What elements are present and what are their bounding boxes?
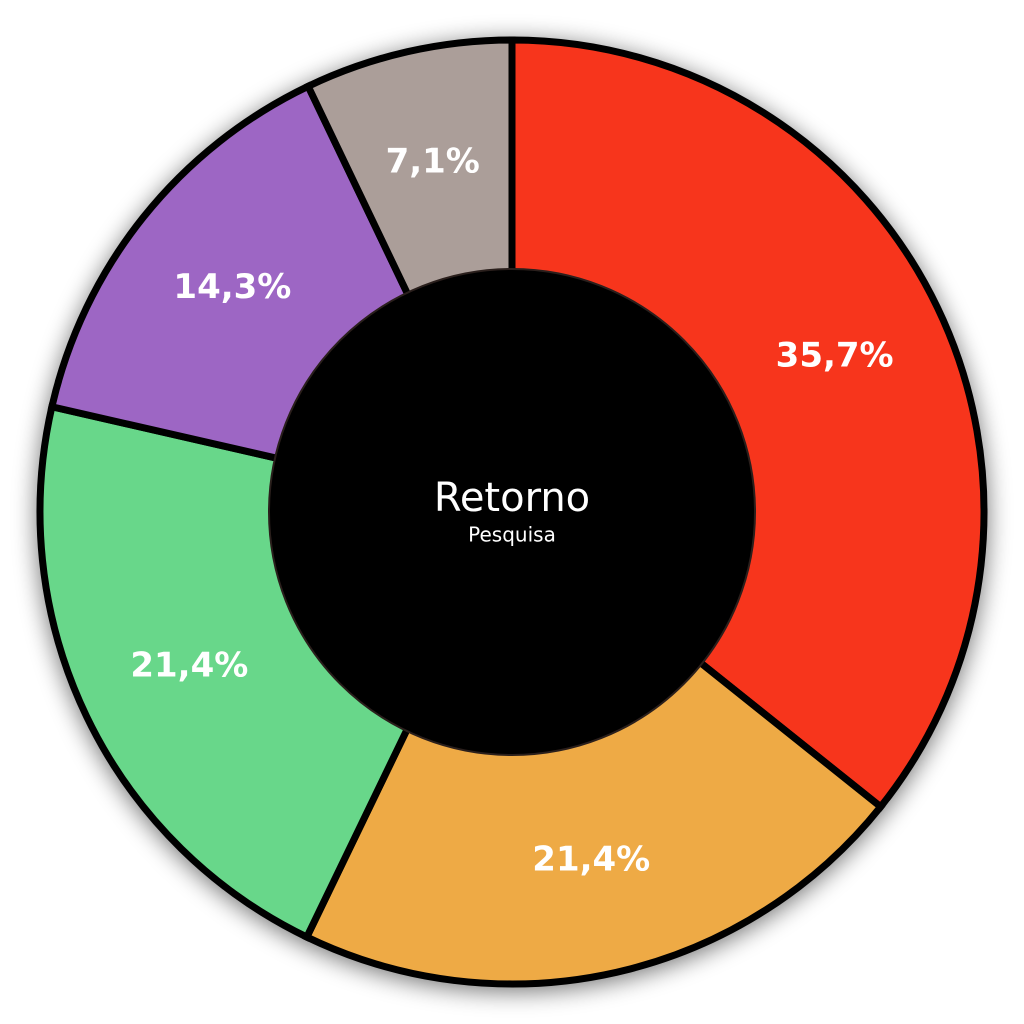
donut-hole: [268, 268, 756, 756]
slice-label: 21,4%: [532, 840, 650, 880]
center-subtitle: Pesquisa: [468, 523, 556, 547]
slice-label: 7,1%: [386, 141, 480, 181]
slice-label: 35,7%: [776, 335, 894, 375]
center-title: Retorno: [434, 475, 590, 521]
slice-label: 14,3%: [173, 267, 291, 307]
slice-label: 21,4%: [130, 646, 248, 686]
